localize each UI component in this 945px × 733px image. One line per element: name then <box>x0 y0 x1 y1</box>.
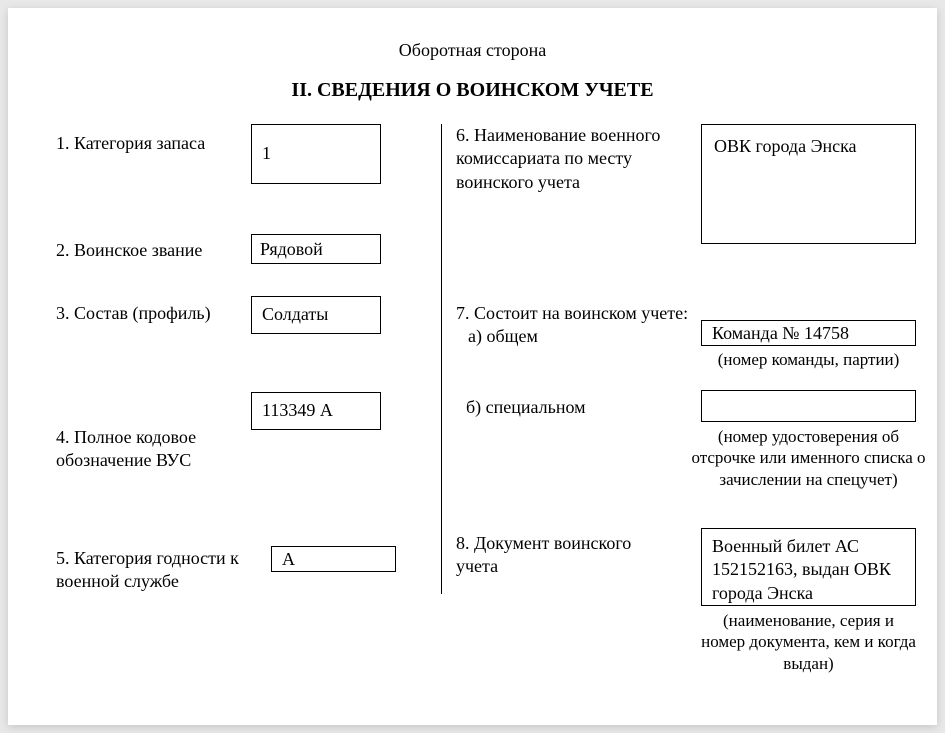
field-vus-code[interactable]: 113349 А <box>251 392 381 430</box>
caption-military-document: (наименование, серия и номер документа, … <box>701 610 916 674</box>
field-military-rank[interactable]: Рядовой <box>251 234 381 264</box>
field-commissariat[interactable]: ОВК города Энска <box>701 124 916 244</box>
label-registered: 7. Состоит на воинском учете: <box>456 302 706 325</box>
field-reserve-category[interactable]: 1 <box>251 124 381 184</box>
caption-registered-special: (номер удостоверения об отсрочке или име… <box>686 426 931 490</box>
label-military-document: 8. Документ воинского учета <box>456 532 656 579</box>
field-composition[interactable]: Солдаты <box>251 296 381 334</box>
label-vus-code: 4. Полное кодовое обозначение ВУС <box>56 426 246 473</box>
field-military-document[interactable]: Военный билет АС 152152163, выдан ОВК го… <box>701 528 916 606</box>
form-page: Оборотная сторона II. СВЕДЕНИЯ О ВОИНСКО… <box>8 8 937 725</box>
section-title: II. СВЕДЕНИЯ О ВОИНСКОМ УЧЕТЕ <box>36 79 909 102</box>
column-divider <box>441 124 442 594</box>
label-commissariat: 6. Наименование военного комиссариата по… <box>456 124 686 194</box>
label-registered-general: а) общем <box>468 325 668 348</box>
label-composition: 3. Состав (профиль) <box>56 302 246 325</box>
label-fitness-category: 5. Категория годности к военной службе <box>56 547 256 594</box>
caption-registered-general: (номер команды, партии) <box>701 349 916 370</box>
label-registered-special: б) специальном <box>466 396 666 419</box>
label-military-rank: 2. Воинское звание <box>56 239 246 262</box>
field-registered-special[interactable] <box>701 390 916 422</box>
page-header-small: Оборотная сторона <box>36 40 909 61</box>
field-fitness-category[interactable]: А <box>271 546 396 572</box>
label-reserve-category: 1. Категория запаса <box>56 132 246 155</box>
field-registered-general[interactable]: Команда № 14758 <box>701 320 916 346</box>
form-area: 1. Категория запаса 1 2. Воинское звание… <box>36 124 909 704</box>
